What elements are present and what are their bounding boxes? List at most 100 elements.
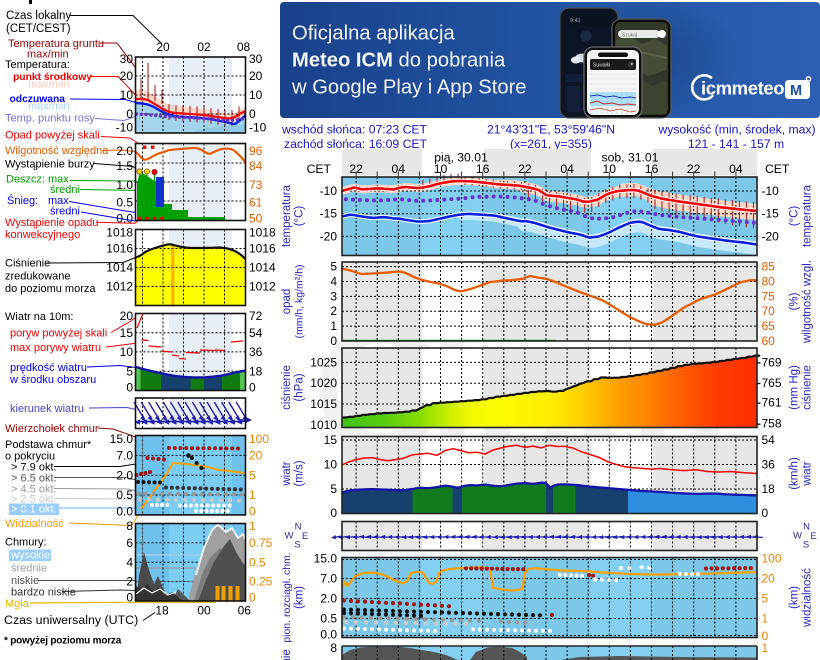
- svg-text:15.0: 15.0: [314, 552, 338, 566]
- svg-text:50: 50: [249, 212, 263, 226]
- svg-text:20: 20: [249, 449, 263, 463]
- svg-text:max/min: max/min: [28, 79, 70, 91]
- svg-text:(°C): (°C): [294, 206, 306, 227]
- svg-text:-10: -10: [762, 184, 780, 198]
- svg-text:Wystąpienie opadu: Wystąpienie opadu: [5, 217, 98, 229]
- svg-text:Temperatura gruntu: Temperatura gruntu: [8, 38, 104, 50]
- svg-text:0: 0: [126, 381, 133, 395]
- svg-text:temperatura: temperatura: [281, 184, 293, 247]
- svg-text:kierunek wiatru: kierunek wiatru: [10, 403, 84, 415]
- svg-text:Meteo ICM do pobrania: Meteo ICM do pobrania: [292, 50, 506, 72]
- svg-text:0.5: 0.5: [249, 555, 266, 569]
- svg-text:ciśnienie: ciśnienie: [802, 365, 814, 410]
- svg-text:prędkość wiatru: prędkość wiatru: [10, 362, 87, 374]
- svg-text:wysokość (min, środek, max): wysokość (min, środek, max): [657, 123, 815, 137]
- svg-text:75: 75: [762, 289, 776, 303]
- svg-text:0: 0: [762, 506, 769, 520]
- svg-text:> 7.9 okt.: > 7.9 okt.: [11, 462, 57, 474]
- svg-text:761: 761: [762, 396, 782, 410]
- svg-text:wiatr: wiatr: [281, 461, 293, 486]
- svg-text:36: 36: [249, 345, 263, 359]
- svg-text:(%): (%): [789, 292, 801, 310]
- svg-text:5: 5: [126, 364, 133, 378]
- svg-text:N: N: [803, 522, 810, 533]
- svg-text:1018: 1018: [249, 226, 276, 240]
- svg-text:4: 4: [330, 275, 337, 289]
- svg-text:2: 2: [330, 304, 337, 318]
- svg-text:wilgotność wzgl.: wilgotność wzgl.: [802, 260, 814, 344]
- svg-text:765: 765: [762, 376, 782, 390]
- svg-text:10: 10: [434, 162, 448, 176]
- svg-text:1015: 1015: [310, 397, 337, 411]
- svg-text:0: 0: [249, 591, 256, 605]
- svg-text:1010: 1010: [310, 418, 337, 432]
- svg-text:22: 22: [687, 162, 701, 176]
- svg-text:poryw powyżej skali: poryw powyżej skali: [10, 328, 107, 340]
- svg-text:0: 0: [762, 629, 769, 643]
- svg-text:max porywy wiatru: max porywy wiatru: [10, 342, 101, 354]
- svg-text:(km/h): (km/h): [789, 457, 801, 490]
- svg-text:04: 04: [729, 162, 743, 176]
- svg-text:Czas lokalny: Czas lokalny: [6, 10, 71, 22]
- svg-text:2: 2: [126, 575, 133, 589]
- svg-text:zredukowane: zredukowane: [5, 271, 70, 283]
- svg-text:1: 1: [762, 612, 769, 626]
- svg-text:21°43'31"E, 53°59'46"N: 21°43'31"E, 53°59'46"N: [487, 123, 615, 137]
- svg-text:odczuwana: odczuwana: [10, 94, 66, 105]
- svg-text:16: 16: [476, 162, 490, 176]
- svg-text:85: 85: [762, 260, 776, 274]
- svg-text:pion. rozciągł. chm.: pion. rozciągł. chm.: [281, 552, 293, 642]
- svg-text:18: 18: [762, 482, 776, 496]
- svg-text:w Google Play i App Store: w Google Play i App Store: [291, 77, 527, 99]
- svg-text:10: 10: [324, 458, 338, 472]
- svg-text:5: 5: [762, 592, 769, 606]
- svg-text:W: W: [285, 531, 294, 542]
- svg-text:04: 04: [560, 162, 574, 176]
- svg-text:100: 100: [762, 552, 782, 566]
- svg-text:2.0: 2.0: [116, 468, 133, 482]
- svg-text:Chmury:: Chmury:: [5, 537, 47, 549]
- svg-text:20: 20: [762, 572, 776, 586]
- svg-text:1014: 1014: [249, 261, 276, 275]
- svg-text:4: 4: [126, 555, 133, 569]
- svg-text:Szukaj: Szukaj: [622, 33, 637, 39]
- svg-text:(m/s): (m/s): [294, 460, 306, 486]
- svg-text:Wierzchołek chmur: Wierzchołek chmur: [5, 423, 99, 435]
- svg-text:10: 10: [249, 88, 263, 102]
- svg-text:Czas uniwersalny (UTC): Czas uniwersalny (UTC): [4, 613, 138, 627]
- svg-text:max/min: max/min: [27, 49, 69, 61]
- svg-text:(°C): (°C): [789, 206, 801, 227]
- svg-text:(mm/h, kg/m²/h): (mm/h, kg/m²/h): [294, 264, 306, 338]
- svg-text:8: 8: [330, 641, 337, 655]
- svg-text:temperatura: temperatura: [802, 184, 814, 247]
- svg-text:20: 20: [249, 69, 263, 83]
- svg-text:max: max: [48, 195, 69, 207]
- svg-text:30: 30: [120, 52, 134, 66]
- svg-text:(hPa): (hPa): [294, 373, 306, 401]
- svg-text:-20: -20: [762, 229, 780, 243]
- svg-text:Oficjalna aplikacja: Oficjalna aplikacja: [292, 23, 455, 45]
- svg-text:0.5: 0.5: [320, 612, 337, 626]
- svg-text:CET: CET: [307, 162, 332, 176]
- svg-text:18: 18: [249, 364, 263, 378]
- svg-text:* powyżej poziomu morza: * powyżej poziomu morza: [4, 636, 122, 647]
- svg-text:1012: 1012: [249, 280, 276, 294]
- svg-text:0.5: 0.5: [116, 488, 133, 502]
- svg-text:max/min: max/min: [28, 101, 70, 113]
- svg-text:(km): (km): [294, 586, 306, 609]
- svg-text:20: 20: [156, 40, 170, 54]
- svg-text:1018: 1018: [106, 226, 133, 240]
- svg-text:20: 20: [120, 309, 134, 323]
- svg-text:1012: 1012: [106, 280, 133, 294]
- svg-text:7.0: 7.0: [116, 449, 133, 463]
- svg-text:758: 758: [762, 417, 782, 431]
- svg-text:Śnieg:: Śnieg:: [7, 194, 38, 207]
- svg-text:15: 15: [120, 326, 134, 340]
- svg-text:0.5: 0.5: [116, 196, 133, 210]
- svg-text:5: 5: [249, 468, 256, 482]
- svg-text:0.0: 0.0: [116, 212, 133, 226]
- svg-text:10: 10: [603, 162, 617, 176]
- svg-text:E: E: [302, 531, 308, 542]
- svg-text:max: max: [48, 173, 69, 185]
- svg-text:punkt środkowy: punkt środkowy: [13, 72, 92, 83]
